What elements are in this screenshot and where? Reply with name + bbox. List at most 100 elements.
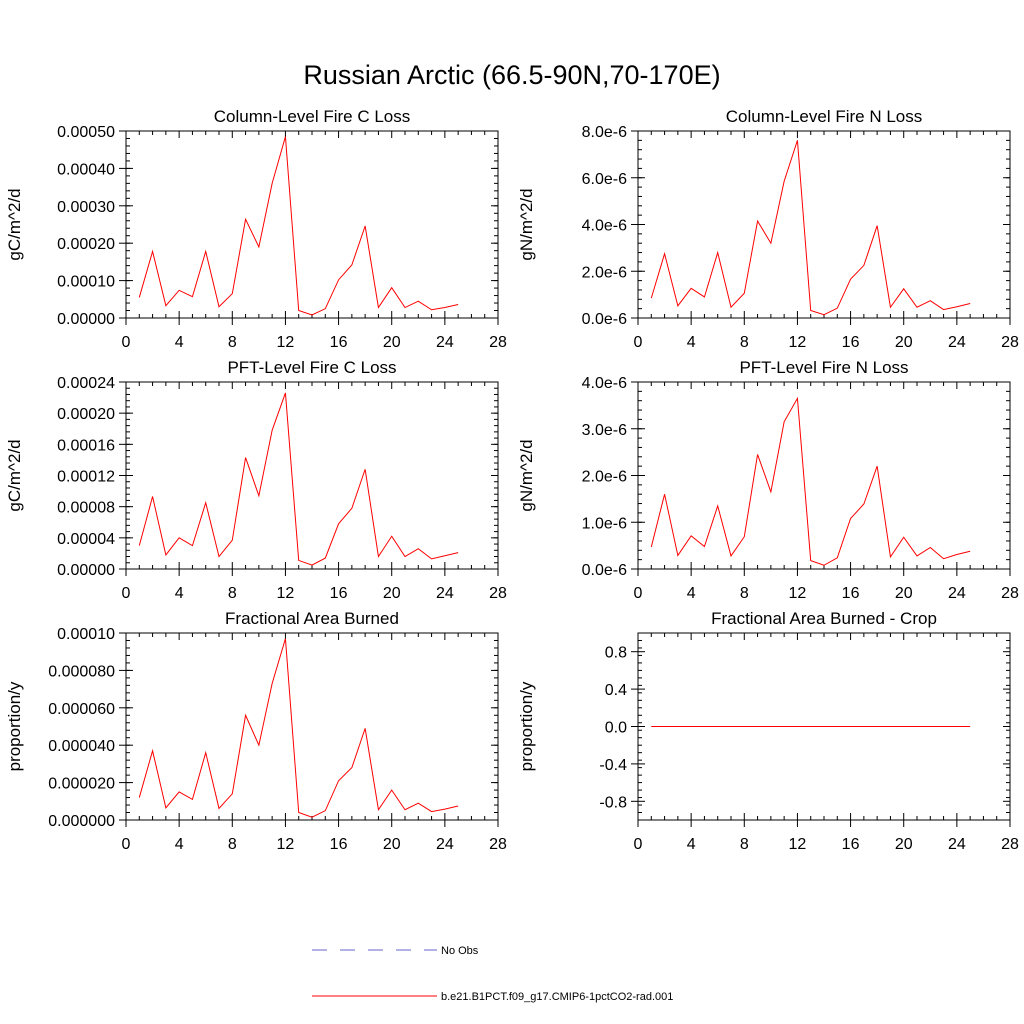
y-tick-label: 8.0e-6: [582, 124, 627, 141]
y-tick-label: 1.0e-6: [582, 515, 627, 532]
x-tick-label: 8: [740, 585, 749, 602]
panel-title: Column-Level Fire C Loss: [214, 107, 411, 126]
x-tick-label: 28: [489, 585, 507, 602]
y-tick-label: -0.8: [599, 794, 627, 811]
x-tick-label: 24: [436, 836, 454, 853]
chart-panel-1: Column-Level Fire C Loss gC/m^2/d 0 4 8 12 16 2…: [5, 107, 507, 351]
y-tick-label: 0.00024: [57, 375, 115, 392]
x-tick-label: 28: [1001, 585, 1019, 602]
y-tick-label: 0.000080: [48, 663, 115, 680]
x-tick-label: 12: [789, 334, 807, 351]
x-tick-label: 16: [842, 334, 860, 351]
plot-frame: [125, 130, 499, 319]
y-axis-label: proportion/y: [517, 681, 536, 771]
series-line: [650, 140, 971, 316]
x-tick-label: 8: [228, 836, 237, 853]
panel-title: Column-Level Fire N Loss: [726, 107, 923, 126]
series-line: [650, 396, 971, 566]
x-tick-label: 8: [228, 334, 237, 351]
x-tick-label: 4: [175, 585, 184, 602]
x-tick-label: 20: [383, 836, 401, 853]
chart-panel-6: Fractional Area Burned - Crop proportion/…: [517, 609, 1019, 853]
x-tick-label: 24: [948, 836, 966, 853]
x-tick-label: 4: [175, 334, 184, 351]
x-tick-label: 4: [687, 585, 696, 602]
legend: No Obs b.e21.B1PCT.f09_g17.CMIP6-1pctCO2-…: [312, 945, 673, 1003]
x-tick-label: 12: [277, 334, 295, 351]
x-tick-label: 16: [842, 836, 860, 853]
x-tick-label: 0: [122, 585, 131, 602]
x-tick-label: 24: [436, 334, 454, 351]
y-tick-label: 0.0e-6: [582, 311, 627, 328]
y-tick-label: 0.000040: [48, 738, 115, 755]
x-tick-label: 12: [277, 836, 295, 853]
x-tick-label: 20: [895, 334, 913, 351]
chart-panel-3: PFT-Level Fire C Loss gC/m^2/d 0 4 8 12 16 20 24…: [5, 358, 507, 602]
series-line: [138, 638, 459, 818]
y-tick-label: 0.000020: [48, 776, 115, 793]
y-tick-label: 4.0e-6: [582, 218, 627, 235]
x-tick-label: 8: [228, 585, 237, 602]
panel-title: PFT-Level Fire C Loss: [227, 358, 396, 377]
x-tick-label: 24: [436, 585, 454, 602]
x-tick-label: 16: [330, 334, 348, 351]
x-tick-label: 0: [122, 334, 131, 351]
x-tick-label: 12: [789, 836, 807, 853]
x-tick-label: 0: [634, 334, 643, 351]
y-axis-label: gN/m^2/d: [517, 188, 536, 260]
x-tick-label: 24: [948, 585, 966, 602]
chart-panels: Column-Level Fire C Loss gC/m^2/d 0 4 8 12 16 2…: [5, 107, 1019, 853]
y-tick-label: 0.8: [605, 645, 627, 662]
plot-frame: [125, 381, 499, 570]
panel-title: Fractional Area Burned: [225, 609, 399, 628]
y-tick-label: 0.00020: [57, 236, 115, 253]
x-tick-label: 24: [948, 334, 966, 351]
y-axis-label: gN/m^2/d: [517, 439, 536, 511]
y-tick-label: 0.00040: [57, 161, 115, 178]
y-tick-label: 0.00010: [57, 626, 115, 643]
x-tick-label: 12: [789, 585, 807, 602]
x-tick-label: 28: [489, 836, 507, 853]
series-line: [138, 136, 459, 316]
x-tick-label: 28: [1001, 836, 1019, 853]
x-tick-label: 0: [634, 836, 643, 853]
y-tick-label: 2.0e-6: [582, 469, 627, 486]
y-axis-label: gC/m^2/d: [5, 439, 24, 511]
y-tick-label: 0.00030: [57, 199, 115, 216]
y-tick-label: 3.0e-6: [582, 422, 627, 439]
plot-frame: [637, 381, 1011, 570]
x-tick-label: 20: [895, 836, 913, 853]
x-tick-label: 4: [687, 836, 696, 853]
x-tick-label: 8: [740, 334, 749, 351]
series-line: [138, 392, 459, 566]
x-tick-label: 0: [634, 585, 643, 602]
x-tick-label: 4: [687, 334, 696, 351]
y-tick-label: 0.00016: [57, 437, 115, 454]
x-tick-label: 4: [175, 836, 184, 853]
figure-title: Russian Arctic (66.5-90N,70-170E): [303, 60, 720, 90]
y-tick-label: 0.000060: [48, 701, 115, 718]
x-tick-label: 20: [383, 334, 401, 351]
y-tick-label: 0.000000: [48, 813, 115, 830]
y-tick-label: 0.00000: [57, 562, 115, 579]
y-tick-label: 0.00010: [57, 274, 115, 291]
chart-panel-5: Fractional Area Burned proportion/y 0 4 8 12 1…: [5, 609, 507, 853]
y-tick-label: -0.4: [599, 757, 627, 774]
x-tick-label: 28: [489, 334, 507, 351]
chart-panel-4: PFT-Level Fire N Loss gN/m^2/d 0 4 8 12 16 20 24…: [517, 358, 1019, 602]
x-tick-label: 16: [330, 836, 348, 853]
y-tick-label: 0.00012: [57, 469, 115, 486]
x-tick-label: 20: [895, 585, 913, 602]
y-tick-label: 2.0e-6: [582, 264, 627, 281]
x-tick-label: 20: [383, 585, 401, 602]
x-tick-label: 12: [277, 585, 295, 602]
panel-title: PFT-Level Fire N Loss: [739, 358, 908, 377]
y-tick-label: 0.00020: [57, 406, 115, 423]
y-tick-label: 6.0e-6: [582, 171, 627, 188]
x-tick-label: 28: [1001, 334, 1019, 351]
y-tick-label: 0.00008: [57, 500, 115, 517]
plot-frame: [125, 632, 499, 821]
x-tick-label: 16: [330, 585, 348, 602]
chart-panel-2: Column-Level Fire N Loss gN/m^2/d 0 4 8 12 16 2…: [517, 107, 1019, 351]
